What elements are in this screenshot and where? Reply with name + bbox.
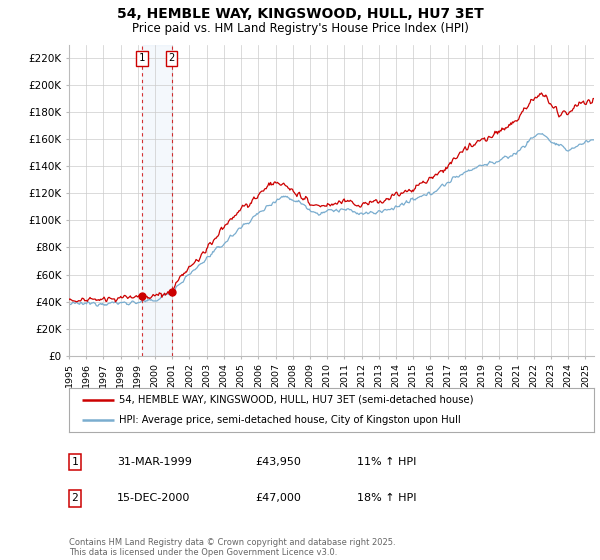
Text: 54, HEMBLE WAY, KINGSWOOD, HULL, HU7 3ET: 54, HEMBLE WAY, KINGSWOOD, HULL, HU7 3ET bbox=[116, 7, 484, 21]
Text: 54, HEMBLE WAY, KINGSWOOD, HULL, HU7 3ET (semi-detached house): 54, HEMBLE WAY, KINGSWOOD, HULL, HU7 3ET… bbox=[119, 395, 473, 405]
Text: Contains HM Land Registry data © Crown copyright and database right 2025.
This d: Contains HM Land Registry data © Crown c… bbox=[69, 538, 395, 557]
Text: 2: 2 bbox=[169, 53, 175, 63]
Text: HPI: Average price, semi-detached house, City of Kingston upon Hull: HPI: Average price, semi-detached house,… bbox=[119, 415, 461, 425]
Text: 31-MAR-1999: 31-MAR-1999 bbox=[117, 457, 192, 467]
Text: 2: 2 bbox=[71, 493, 79, 503]
Text: 1: 1 bbox=[71, 457, 79, 467]
Text: £47,000: £47,000 bbox=[255, 493, 301, 503]
Text: 11% ↑ HPI: 11% ↑ HPI bbox=[357, 457, 416, 467]
Text: Price paid vs. HM Land Registry's House Price Index (HPI): Price paid vs. HM Land Registry's House … bbox=[131, 22, 469, 35]
Bar bbox=[142, 45, 172, 356]
Text: 1: 1 bbox=[139, 53, 145, 63]
Text: £43,950: £43,950 bbox=[255, 457, 301, 467]
Text: 15-DEC-2000: 15-DEC-2000 bbox=[117, 493, 190, 503]
Text: 18% ↑ HPI: 18% ↑ HPI bbox=[357, 493, 416, 503]
